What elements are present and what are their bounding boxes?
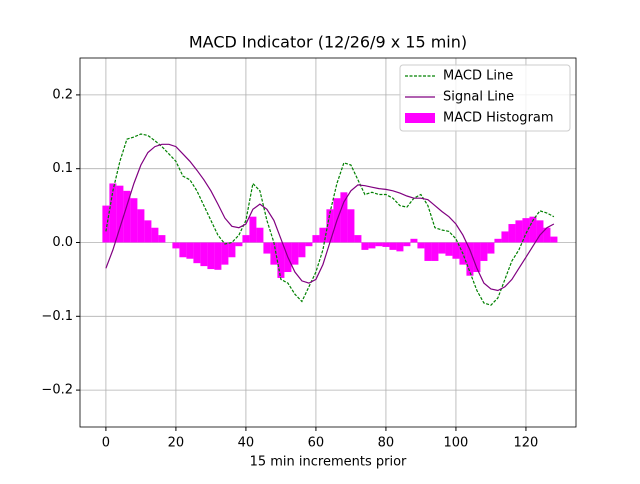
x-tick-label: 0 [102, 436, 110, 451]
histogram-bar [256, 227, 264, 243]
histogram-bar [214, 242, 222, 270]
histogram-bar [102, 205, 110, 243]
histogram-bar [158, 235, 166, 243]
histogram-bar [515, 220, 523, 243]
histogram-bar [480, 242, 488, 261]
histogram-bar [494, 238, 502, 243]
histogram-bar [116, 185, 124, 243]
x-tick-label: 120 [514, 436, 539, 451]
plot-frame [79, 57, 577, 428]
histogram-bar [186, 242, 194, 259]
histogram-bar [137, 209, 145, 243]
x-tick-label: 40 [238, 436, 255, 451]
line [105, 143, 555, 292]
histogram-bar [144, 220, 152, 243]
histogram-bar [424, 242, 432, 261]
histogram-bar [228, 242, 236, 258]
x-tick-label: 20 [168, 436, 185, 451]
histogram-bar [396, 242, 404, 252]
legend-box [399, 64, 571, 132]
y-tick-label: 0.0 [52, 235, 73, 250]
histogram-bar [466, 242, 474, 276]
chart-title: MACD Indicator (12/26/9 x 15 min) [189, 33, 467, 52]
histogram-bar [200, 242, 208, 267]
x-tick-label: 80 [378, 436, 395, 451]
histogram-bar [298, 242, 306, 258]
x-axis-label: 15 min increments prior [250, 455, 407, 470]
histogram-bar [375, 242, 383, 247]
histogram-bar [501, 231, 509, 243]
histogram-bar [445, 242, 453, 256]
histogram-bar [305, 242, 313, 247]
y-tick-label: 0.2 [52, 87, 73, 102]
histogram-bar [312, 235, 320, 243]
histogram-bar [249, 216, 257, 243]
legend-label: MACD Line [443, 69, 513, 84]
line [105, 133, 555, 306]
histogram-bar [403, 242, 411, 247]
histogram-bar [326, 209, 334, 243]
histogram-bar [263, 242, 271, 254]
histogram-bar [319, 227, 327, 243]
histogram-bar [473, 242, 481, 273]
histogram-bar [172, 242, 180, 249]
histogram-bar [550, 236, 558, 243]
histogram-bar [368, 242, 376, 249]
legend-label: Signal Line [443, 90, 514, 105]
histogram-bar [410, 238, 418, 243]
histogram-bar [431, 242, 439, 261]
histogram-bar [109, 183, 117, 243]
histogram-bar [389, 242, 397, 250]
histogram-bar [347, 209, 355, 243]
histogram-bar [522, 218, 530, 243]
histogram-bar [291, 242, 299, 265]
legend-swatch [405, 113, 435, 123]
histogram-bar [193, 242, 201, 264]
histogram-bar [417, 242, 425, 249]
histogram-bar [543, 227, 551, 243]
histogram-bar [221, 242, 229, 265]
y-tick-label: −0.1 [41, 309, 73, 324]
histogram-bar [235, 242, 243, 247]
histogram-bar [123, 190, 131, 243]
legend-label: MACD Histogram [443, 111, 554, 126]
histogram-bar [340, 192, 348, 243]
histogram-bar [487, 242, 495, 254]
histogram-bar [179, 242, 187, 258]
histogram-bar [508, 224, 516, 243]
histogram-bar [207, 242, 215, 270]
histogram-bar [361, 242, 369, 250]
histogram-bar [130, 198, 138, 243]
histogram-bar [277, 242, 285, 278]
histogram-bar [536, 220, 544, 243]
histogram-bar [270, 242, 278, 265]
histogram-bar [529, 216, 537, 243]
y-tick-label: −0.2 [41, 383, 73, 398]
y-tick-label: 0.1 [52, 161, 73, 176]
histogram-bar [354, 235, 362, 243]
x-tick-label: 100 [444, 436, 469, 451]
x-tick-label: 60 [308, 436, 325, 451]
histogram-bar [242, 235, 250, 243]
histogram-bar [382, 242, 390, 247]
histogram-bar [452, 242, 460, 259]
histogram-bar [151, 227, 159, 243]
histogram-bar [438, 242, 446, 254]
